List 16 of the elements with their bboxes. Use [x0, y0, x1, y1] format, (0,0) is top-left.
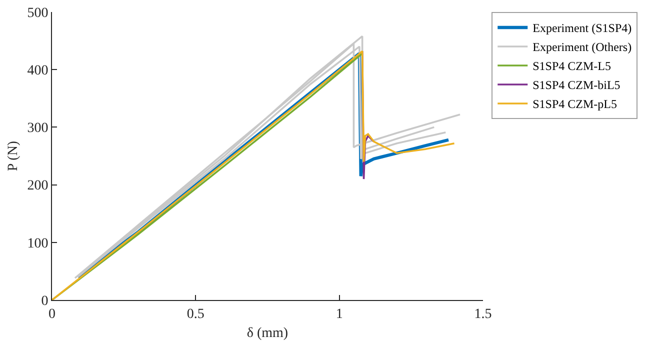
y-tick-label: 100 — [27, 236, 48, 252]
legend-label: Experiment (Others) — [532, 40, 632, 54]
y-tick-label: 0 — [41, 294, 48, 309]
legend-label: Experiment (S1SP4) — [532, 21, 632, 36]
y-axis-title: P (N) — [6, 140, 21, 172]
y-tick-label: 400 — [27, 64, 48, 78]
legend-label: S1SP4 CZM-biL5 — [532, 78, 620, 92]
y-tick-label: 200 — [27, 178, 48, 194]
legend-label: S1SP4 CZM-pL5 — [532, 97, 617, 112]
x-tick-label: 1.5 — [474, 306, 492, 322]
x-tick-label: 0.5 — [186, 306, 204, 322]
y-tick-label: 500 — [27, 6, 48, 21]
legend-label: S1SP4 CZM-L5 — [532, 59, 611, 74]
x-tick-label: 1 — [336, 306, 343, 322]
y-tick-label: 300 — [27, 121, 48, 136]
x-axis-title: δ (mm) — [246, 326, 288, 342]
